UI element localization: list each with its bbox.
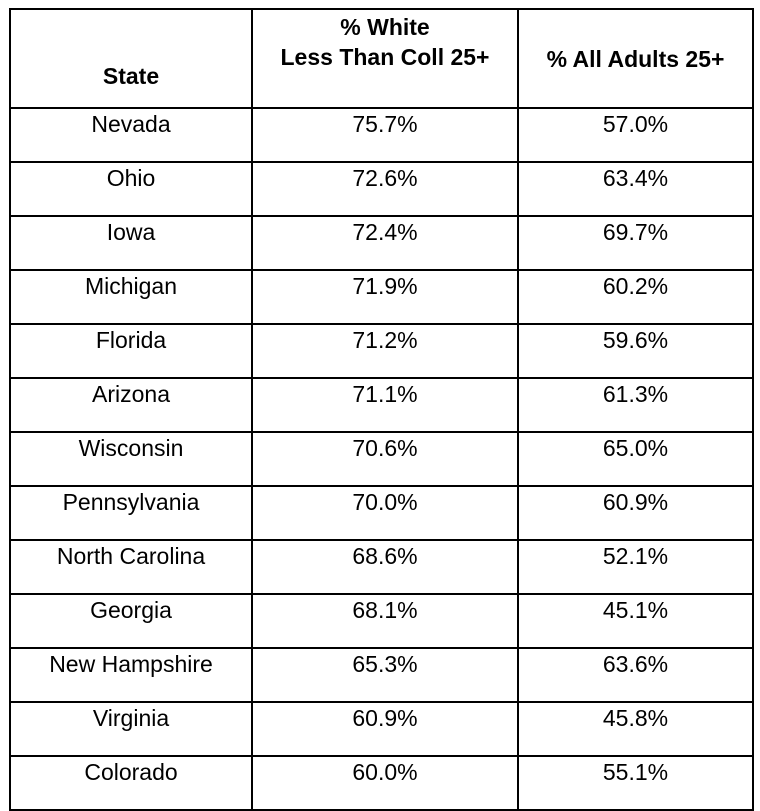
header-all-adults: % All Adults 25+ [517, 8, 754, 109]
cell-white-less-than-coll: 70.6% [251, 431, 519, 487]
cell-white-less-than-coll: 72.6% [251, 161, 519, 217]
table-row: Wisconsin 70.6% 65.0% [9, 431, 754, 487]
cell-all-adults: 63.6% [517, 647, 754, 703]
table-row: Virginia 60.9% 45.8% [9, 701, 754, 757]
table-row: New Hampshire 65.3% 63.6% [9, 647, 754, 703]
cell-state: Wisconsin [9, 431, 253, 487]
cell-state: Arizona [9, 377, 253, 433]
cell-state: Virginia [9, 701, 253, 757]
cell-all-adults: 69.7% [517, 215, 754, 271]
cell-white-less-than-coll: 60.9% [251, 701, 519, 757]
table-row: Pennsylvania 70.0% 60.9% [9, 485, 754, 541]
cell-all-adults: 57.0% [517, 107, 754, 163]
table-row: Colorado 60.0% 55.1% [9, 755, 754, 811]
cell-all-adults: 63.4% [517, 161, 754, 217]
cell-white-less-than-coll: 68.1% [251, 593, 519, 649]
cell-state: Nevada [9, 107, 253, 163]
cell-white-less-than-coll: 71.2% [251, 323, 519, 379]
table-row: Nevada 75.7% 57.0% [9, 107, 754, 163]
state-education-table: State % White Less Than Coll 25+ % All A… [9, 8, 754, 811]
cell-white-less-than-coll: 71.9% [251, 269, 519, 325]
cell-white-less-than-coll: 71.1% [251, 377, 519, 433]
cell-all-adults: 65.0% [517, 431, 754, 487]
cell-all-adults: 55.1% [517, 755, 754, 811]
cell-all-adults: 60.9% [517, 485, 754, 541]
cell-white-less-than-coll: 60.0% [251, 755, 519, 811]
cell-state: Pennsylvania [9, 485, 253, 541]
cell-state: North Carolina [9, 539, 253, 595]
cell-all-adults: 52.1% [517, 539, 754, 595]
table-row: Ohio 72.6% 63.4% [9, 161, 754, 217]
cell-all-adults: 59.6% [517, 323, 754, 379]
cell-all-adults: 45.8% [517, 701, 754, 757]
cell-state: Michigan [9, 269, 253, 325]
table-row: North Carolina 68.6% 52.1% [9, 539, 754, 595]
cell-state: Colorado [9, 755, 253, 811]
cell-white-less-than-coll: 70.0% [251, 485, 519, 541]
header-state: State [9, 8, 253, 109]
cell-state: Ohio [9, 161, 253, 217]
cell-all-adults: 61.3% [517, 377, 754, 433]
table-row: Michigan 71.9% 60.2% [9, 269, 754, 325]
cell-state: Georgia [9, 593, 253, 649]
table-row: Florida 71.2% 59.6% [9, 323, 754, 379]
header-white-line1: % White [340, 14, 430, 40]
cell-state: Florida [9, 323, 253, 379]
table-row: Iowa 72.4% 69.7% [9, 215, 754, 271]
cell-white-less-than-coll: 65.3% [251, 647, 519, 703]
cell-all-adults: 60.2% [517, 269, 754, 325]
header-white-line2: Less Than Coll 25+ [280, 44, 490, 70]
header-row: State % White Less Than Coll 25+ % All A… [9, 8, 754, 109]
header-white-less-than-coll: % White Less Than Coll 25+ [251, 8, 519, 109]
cell-state: Iowa [9, 215, 253, 271]
table-row: Georgia 68.1% 45.1% [9, 593, 754, 649]
cell-state: New Hampshire [9, 647, 253, 703]
cell-white-less-than-coll: 75.7% [251, 107, 519, 163]
cell-white-less-than-coll: 68.6% [251, 539, 519, 595]
cell-all-adults: 45.1% [517, 593, 754, 649]
cell-white-less-than-coll: 72.4% [251, 215, 519, 271]
table-row: Arizona 71.1% 61.3% [9, 377, 754, 433]
